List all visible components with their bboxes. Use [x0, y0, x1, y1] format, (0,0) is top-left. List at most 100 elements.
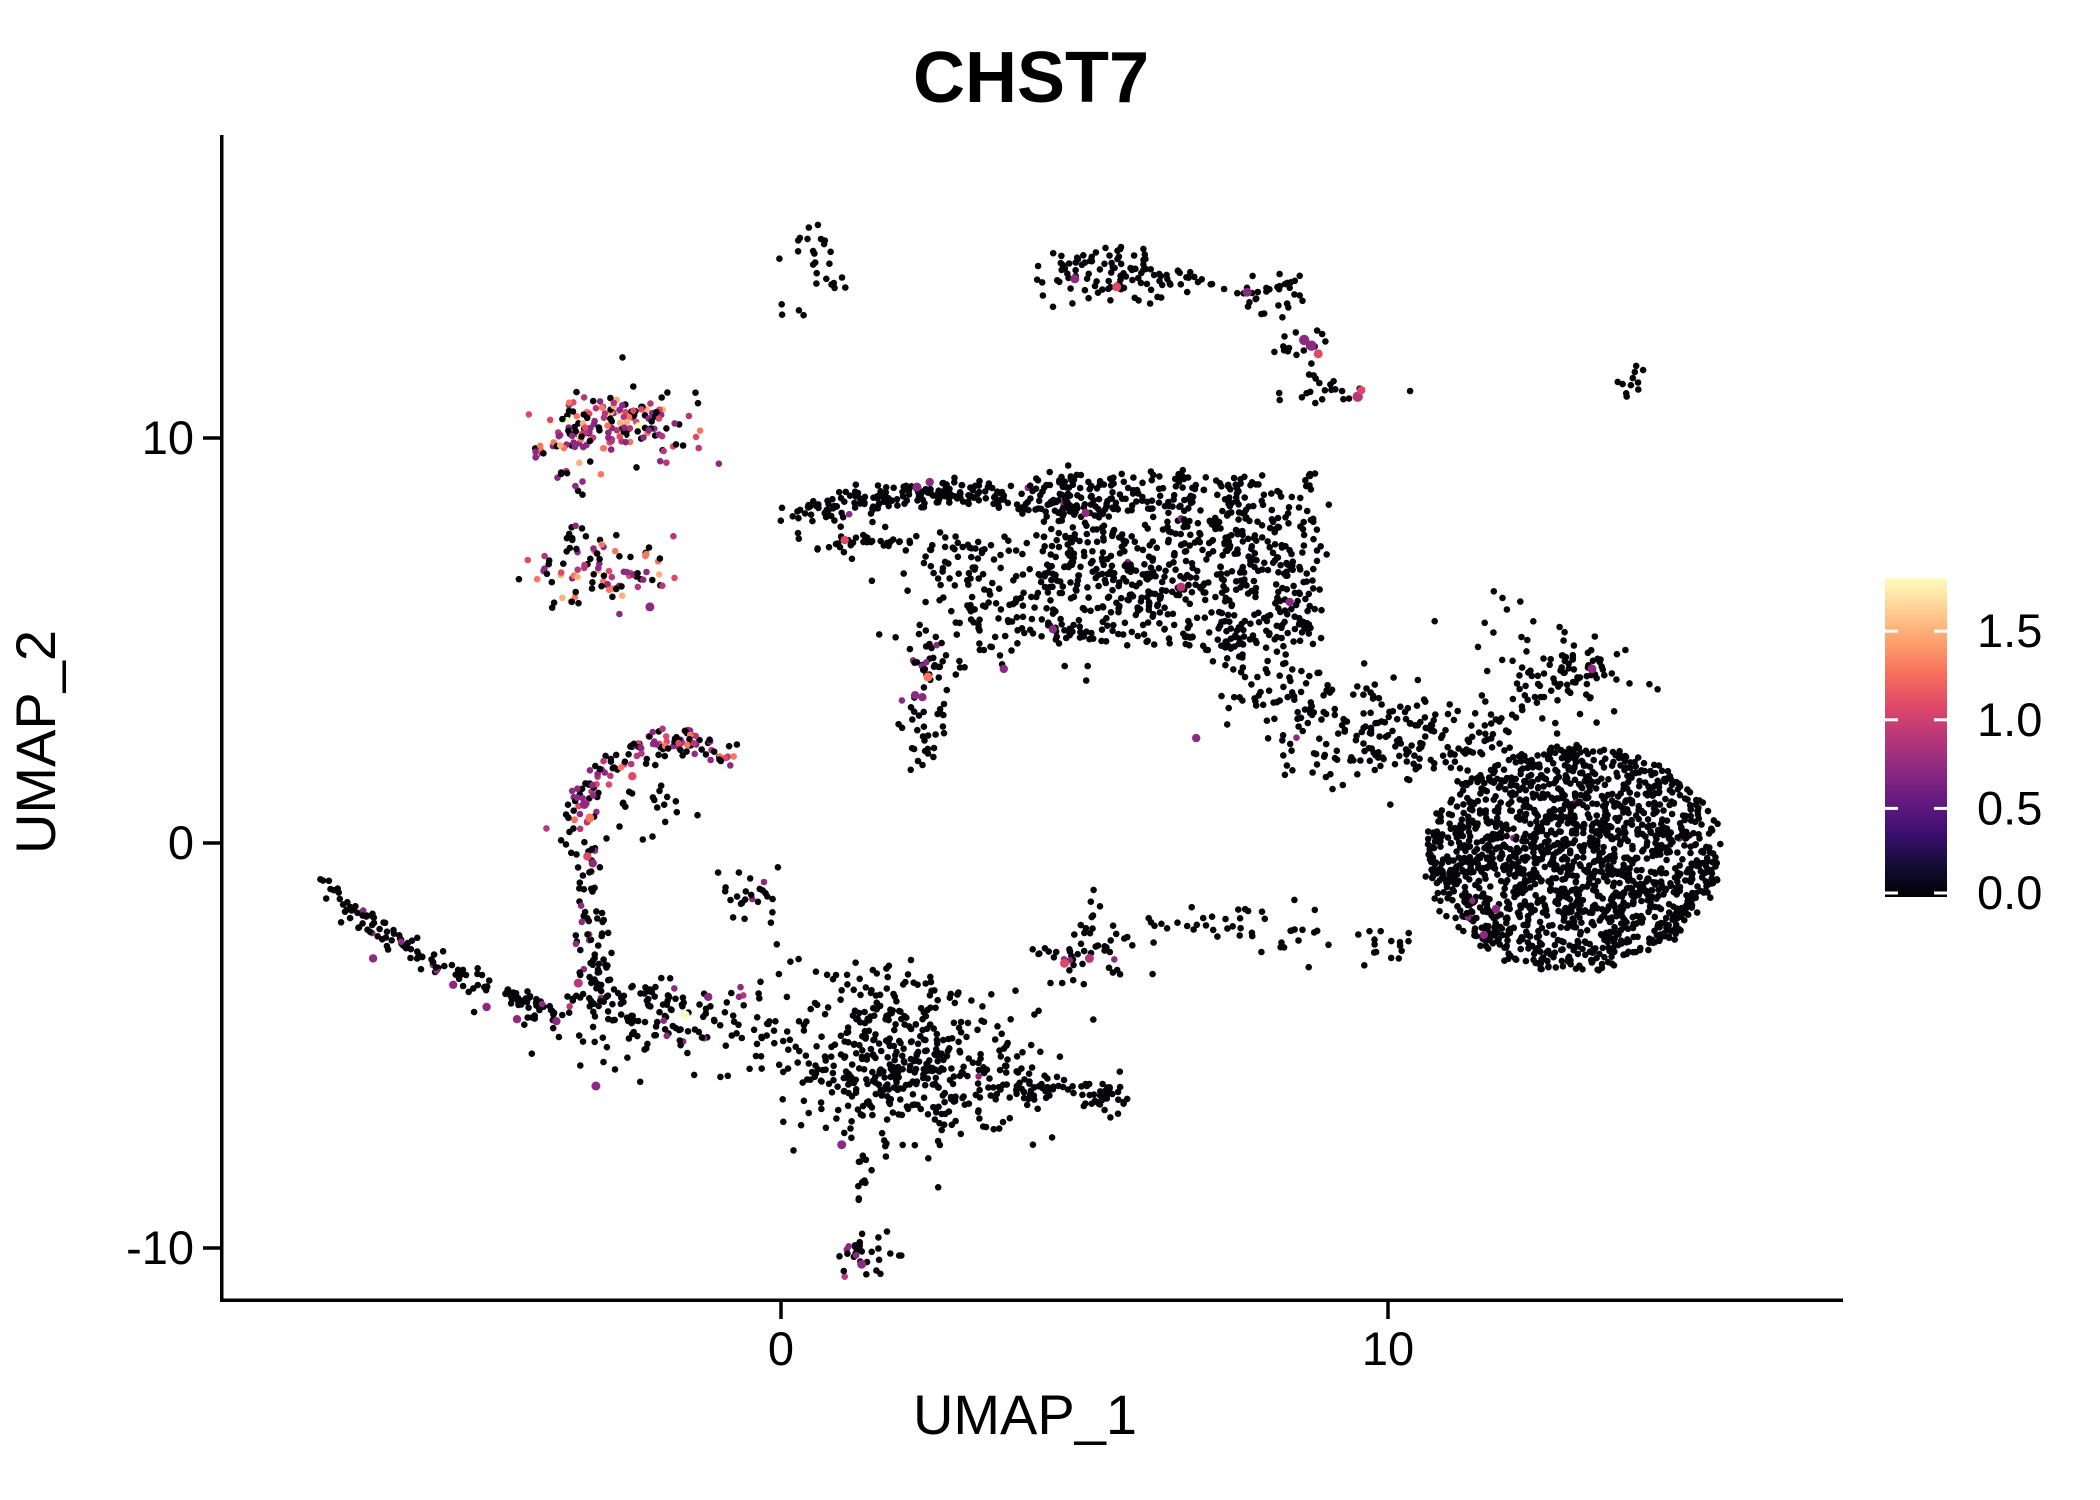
cell-point: [1634, 889, 1642, 896]
cell-point: [559, 415, 566, 423]
cell-point: [600, 445, 608, 452]
cell-point: [651, 796, 658, 804]
cell-point: [980, 1018, 988, 1026]
cell-point: [1124, 484, 1132, 492]
cell-point: [589, 397, 597, 405]
cell-point: [536, 1006, 543, 1014]
cell-point: [1115, 630, 1122, 638]
cell-point: [368, 921, 376, 929]
cell-point: [1698, 847, 1706, 855]
cell-point: [952, 1117, 959, 1125]
cell-point: [1560, 836, 1567, 844]
cell-point: [1192, 581, 1199, 588]
cell-point: [1218, 483, 1225, 490]
cell-point: [1531, 809, 1538, 816]
cell-point: [1547, 861, 1555, 868]
cell-point: [1573, 872, 1580, 880]
cell-point: [1151, 922, 1158, 930]
cell-point: [840, 1074, 848, 1082]
cell-point: [579, 491, 586, 499]
cell-point: [869, 505, 876, 512]
cell-point: [878, 1092, 885, 1099]
cell-point: [862, 1035, 869, 1042]
cell-point: [1567, 780, 1574, 787]
cell-point: [1490, 914, 1497, 922]
cell-point: [975, 1066, 983, 1074]
cell-point: [663, 425, 670, 432]
cell-point: [800, 311, 807, 319]
cell-point: [1569, 915, 1576, 922]
cell-point: [894, 1086, 901, 1094]
cell-point: [882, 1037, 890, 1044]
cell-point: [1027, 1087, 1035, 1094]
cell-point: [1471, 915, 1479, 922]
cell-point: [1541, 863, 1549, 871]
cell-point: [1446, 701, 1453, 708]
cell-point: [1657, 905, 1665, 913]
cell-point: [1023, 1101, 1031, 1109]
cell-point: [556, 442, 564, 449]
cell-point: [1605, 776, 1612, 783]
cell-point: [1278, 621, 1286, 629]
cell-point: [368, 912, 376, 920]
cell-point: [1096, 903, 1104, 910]
cell-point: [828, 1089, 836, 1096]
cell-point: [920, 1065, 928, 1073]
cell-point: [1223, 655, 1231, 662]
cell-point: [1048, 1134, 1056, 1141]
cell-point: [1391, 760, 1399, 768]
cell-point: [1235, 906, 1242, 913]
cell-point: [1248, 929, 1256, 937]
cell-point: [325, 877, 333, 885]
cell-point: [855, 1065, 863, 1072]
cell-point: [950, 1019, 958, 1027]
cell-point: [889, 1109, 897, 1116]
cell-point: [1662, 795, 1669, 803]
cell-point: [1708, 825, 1715, 832]
cell-point: [1578, 757, 1585, 765]
cell-point: [968, 553, 975, 561]
cell-point: [988, 643, 996, 651]
cell-point: [1629, 877, 1637, 885]
cell-point: [1061, 627, 1068, 634]
cell-point: [1561, 914, 1568, 922]
cell-point: [1572, 878, 1580, 885]
cell-point: [1662, 914, 1670, 922]
cell-point: [1560, 864, 1567, 871]
cell-point: [1184, 474, 1192, 481]
cell-point: [1674, 914, 1681, 922]
cell-point: [1502, 879, 1509, 887]
cell-point: [1450, 716, 1458, 724]
cell-point: [557, 569, 565, 576]
cell-point: [1311, 906, 1319, 914]
cell-point: [1298, 667, 1305, 675]
cell-point: [1655, 762, 1663, 769]
cell-point: [1504, 898, 1511, 905]
cell-point: [911, 659, 918, 666]
cell-point: [383, 928, 391, 935]
cell-point: [921, 737, 928, 744]
cell-point: [588, 585, 596, 592]
cell-point: [1536, 682, 1544, 690]
cell-point: [637, 744, 644, 751]
cell-point: [673, 808, 681, 816]
cell-point: [1246, 299, 1253, 306]
cell-point: [874, 482, 882, 489]
cell-point: [1687, 849, 1694, 857]
cell-point: [779, 1068, 787, 1076]
cell-point: [964, 1019, 972, 1027]
cell-point: [1649, 939, 1657, 947]
cell-point: [1067, 546, 1074, 554]
cell-point: [1074, 255, 1082, 263]
cell-point: [1528, 843, 1536, 851]
cell-point: [1639, 881, 1647, 888]
cell-point: [1232, 578, 1240, 585]
cell-point: [1084, 662, 1091, 670]
cell-point: [1068, 561, 1076, 569]
cell-point: [1497, 782, 1504, 789]
cell-point: [1421, 733, 1429, 740]
cell-point: [1302, 680, 1310, 687]
cell-point: [1285, 504, 1293, 511]
cell-point: [1690, 829, 1697, 837]
cell-point: [633, 752, 641, 760]
